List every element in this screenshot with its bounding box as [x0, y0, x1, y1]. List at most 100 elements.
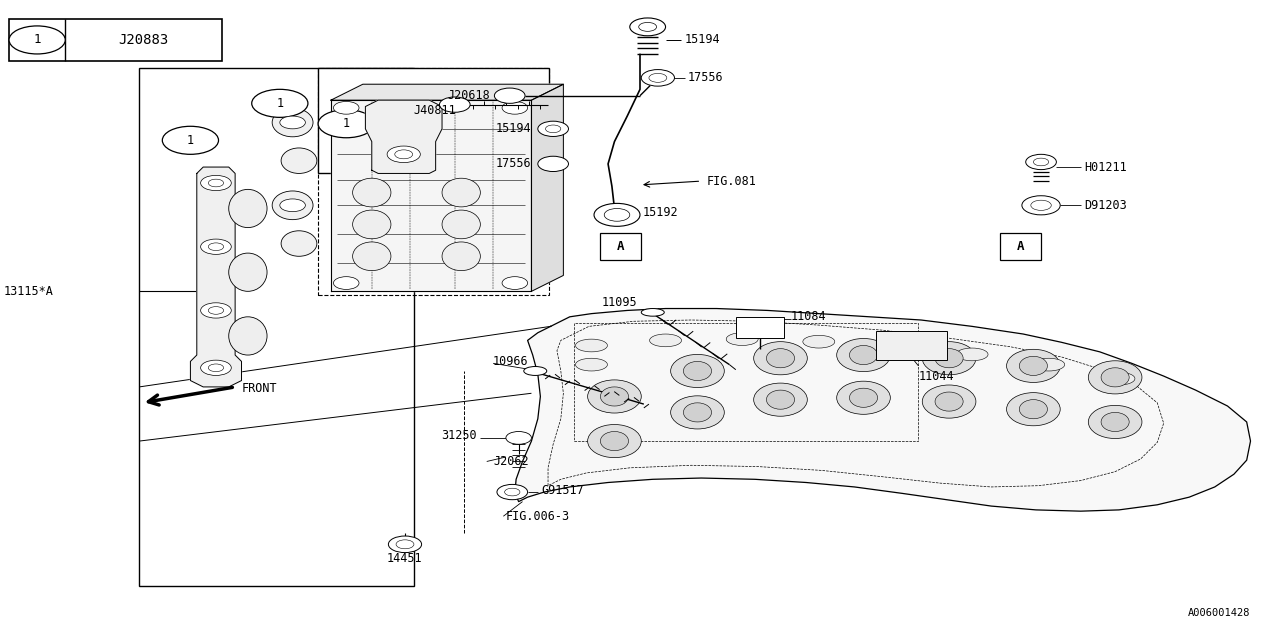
Circle shape: [538, 121, 568, 136]
Circle shape: [252, 90, 308, 117]
Circle shape: [280, 116, 306, 129]
Text: A: A: [1016, 240, 1024, 253]
Ellipse shape: [1019, 356, 1047, 376]
Circle shape: [502, 276, 527, 289]
Bar: [600, 234, 641, 260]
Ellipse shape: [934, 392, 963, 411]
Ellipse shape: [850, 346, 878, 365]
Circle shape: [639, 22, 657, 31]
Circle shape: [604, 209, 630, 221]
Ellipse shape: [273, 191, 314, 220]
Ellipse shape: [754, 383, 808, 416]
Text: 17556: 17556: [495, 157, 531, 170]
Circle shape: [641, 70, 675, 86]
Text: 1: 1: [187, 134, 195, 147]
Bar: [573, 323, 919, 441]
Circle shape: [396, 540, 413, 548]
Ellipse shape: [879, 340, 911, 353]
Ellipse shape: [684, 403, 712, 422]
Ellipse shape: [588, 380, 641, 413]
Circle shape: [1025, 154, 1056, 170]
Circle shape: [209, 179, 224, 187]
Text: A006001428: A006001428: [1188, 608, 1251, 618]
Ellipse shape: [1101, 412, 1129, 431]
Circle shape: [1033, 158, 1048, 166]
Ellipse shape: [442, 178, 480, 207]
Circle shape: [502, 101, 527, 114]
Circle shape: [280, 199, 306, 212]
Bar: [1000, 234, 1041, 260]
Polygon shape: [332, 100, 531, 291]
Ellipse shape: [934, 349, 963, 368]
Ellipse shape: [1019, 399, 1047, 419]
Ellipse shape: [850, 388, 878, 407]
Bar: [319, 68, 549, 294]
Ellipse shape: [273, 108, 314, 137]
Ellipse shape: [1006, 393, 1060, 426]
Text: H01211: H01211: [1084, 161, 1128, 173]
Circle shape: [497, 484, 527, 500]
Ellipse shape: [282, 231, 317, 256]
Text: FIG.081: FIG.081: [707, 175, 756, 188]
Ellipse shape: [671, 396, 724, 429]
Text: 15192: 15192: [643, 207, 678, 220]
Ellipse shape: [524, 367, 547, 376]
Circle shape: [388, 536, 421, 552]
Bar: [9, 19, 223, 61]
Ellipse shape: [588, 424, 641, 458]
Text: G91517: G91517: [541, 484, 585, 497]
Ellipse shape: [754, 342, 808, 375]
Circle shape: [649, 74, 667, 83]
Polygon shape: [191, 167, 242, 387]
Text: 11095: 11095: [602, 296, 637, 308]
Ellipse shape: [767, 349, 795, 368]
Bar: [736, 317, 785, 338]
Ellipse shape: [352, 178, 390, 207]
Ellipse shape: [352, 210, 390, 239]
Circle shape: [319, 109, 374, 138]
Circle shape: [201, 360, 232, 376]
Ellipse shape: [576, 339, 608, 352]
Circle shape: [209, 307, 224, 314]
Text: D91203: D91203: [1084, 199, 1128, 212]
Ellipse shape: [352, 242, 390, 271]
Circle shape: [394, 150, 412, 159]
Circle shape: [201, 303, 232, 318]
Ellipse shape: [767, 390, 795, 409]
Ellipse shape: [923, 385, 975, 418]
Text: 14451: 14451: [387, 552, 422, 566]
Ellipse shape: [1006, 349, 1060, 383]
Circle shape: [9, 26, 65, 54]
Circle shape: [334, 101, 358, 114]
Ellipse shape: [442, 242, 480, 271]
Ellipse shape: [1103, 372, 1135, 385]
Circle shape: [387, 146, 420, 163]
Polygon shape: [531, 84, 563, 291]
Text: 11044: 11044: [919, 370, 954, 383]
Ellipse shape: [726, 333, 758, 346]
Text: J2062: J2062: [493, 455, 529, 468]
Text: 11084: 11084: [791, 310, 827, 323]
Text: J20618: J20618: [448, 89, 490, 102]
Polygon shape: [515, 308, 1251, 511]
Circle shape: [538, 156, 568, 172]
Ellipse shape: [600, 387, 628, 406]
Ellipse shape: [229, 189, 268, 228]
Ellipse shape: [684, 362, 712, 381]
Circle shape: [504, 488, 520, 496]
Circle shape: [1021, 196, 1060, 215]
Ellipse shape: [229, 253, 268, 291]
Circle shape: [494, 88, 525, 103]
Text: 1: 1: [343, 117, 349, 130]
Ellipse shape: [837, 339, 891, 372]
Circle shape: [209, 243, 224, 250]
Ellipse shape: [1033, 358, 1065, 371]
Ellipse shape: [671, 355, 724, 388]
Text: 17556: 17556: [687, 71, 723, 84]
Ellipse shape: [1088, 405, 1142, 438]
Ellipse shape: [442, 210, 480, 239]
Ellipse shape: [923, 342, 975, 375]
Circle shape: [630, 18, 666, 36]
Bar: [140, 68, 413, 586]
Text: 1: 1: [276, 97, 283, 110]
